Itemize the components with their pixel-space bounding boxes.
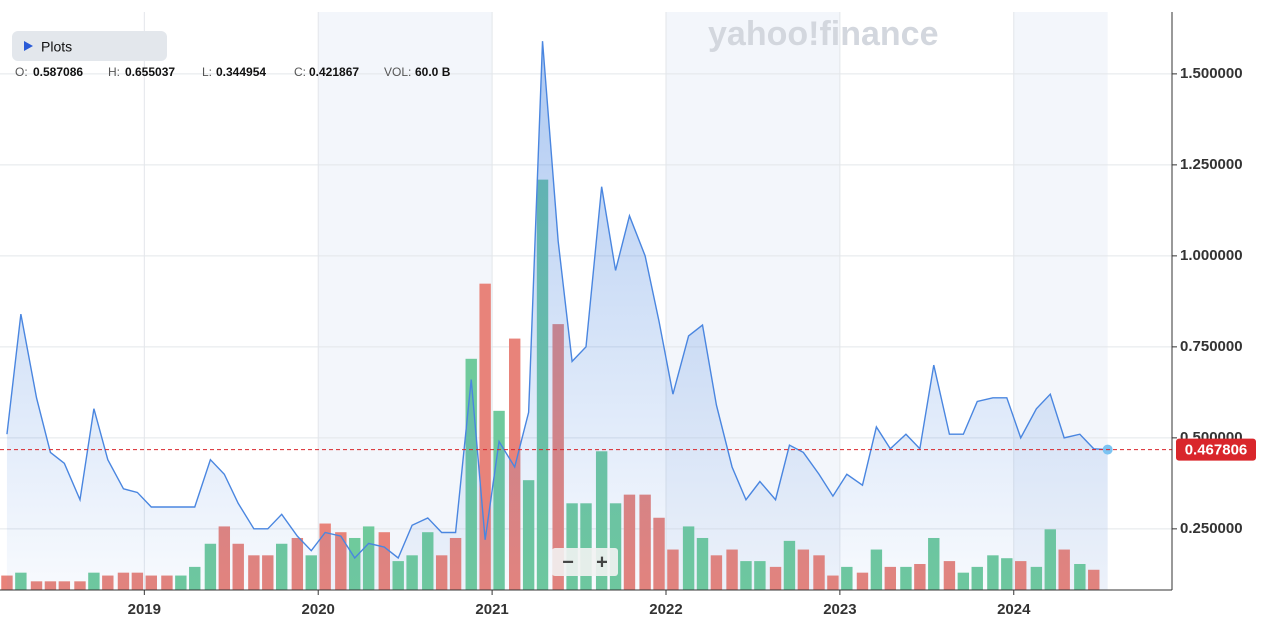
- volume-bar: [1, 575, 13, 590]
- ohlc-value: 0.587086: [33, 65, 83, 79]
- ohlc-key: VOL:: [384, 65, 411, 79]
- y-tick-label: 1.500000: [1180, 65, 1243, 82]
- y-tick-label: 1.000000: [1180, 247, 1243, 264]
- zoom-in[interactable]: +: [596, 551, 608, 573]
- y-tick-label: 0.250000: [1180, 520, 1243, 537]
- price-area: [6, 41, 1108, 590]
- x-tick-label: 2022: [649, 601, 682, 618]
- ohlc-value: 60.0 B: [415, 65, 451, 79]
- ohlc-key: O:: [15, 65, 28, 79]
- price-line: [6, 41, 1108, 560]
- x-tick-label: 2020: [302, 601, 335, 618]
- zoom-controls: − +: [552, 548, 618, 576]
- ohlc-value: 0.344954: [216, 65, 266, 79]
- ohlc-value: 0.655037: [125, 65, 175, 79]
- watermark: yahoo!finance: [708, 15, 938, 53]
- plots-button[interactable]: Plots: [12, 31, 167, 61]
- x-tick-label: 2021: [475, 601, 508, 618]
- plots-button-label[interactable]: Plots: [41, 39, 72, 55]
- ohlc-value: 0.421867: [309, 65, 359, 79]
- plots-button-icon: [24, 41, 33, 51]
- x-tick-label: 2024: [997, 601, 1031, 618]
- x-tick-label: 2023: [823, 601, 856, 618]
- zoom-out[interactable]: −: [562, 551, 574, 573]
- x-tick-label: 2019: [128, 601, 161, 618]
- last-price-box: [1176, 438, 1256, 461]
- last-price-label: 0.467806: [1185, 442, 1248, 459]
- y-tick-label: 1.250000: [1180, 156, 1243, 173]
- ohlc-key: H:: [108, 65, 120, 79]
- ohlc-key: L:: [202, 65, 212, 79]
- ohlc-key: C:: [294, 65, 306, 79]
- zoom-bg: [552, 548, 618, 576]
- volume-bar: [479, 283, 491, 590]
- plots-button-bg: [12, 31, 167, 61]
- y-tick-label: 0.750000: [1180, 338, 1243, 355]
